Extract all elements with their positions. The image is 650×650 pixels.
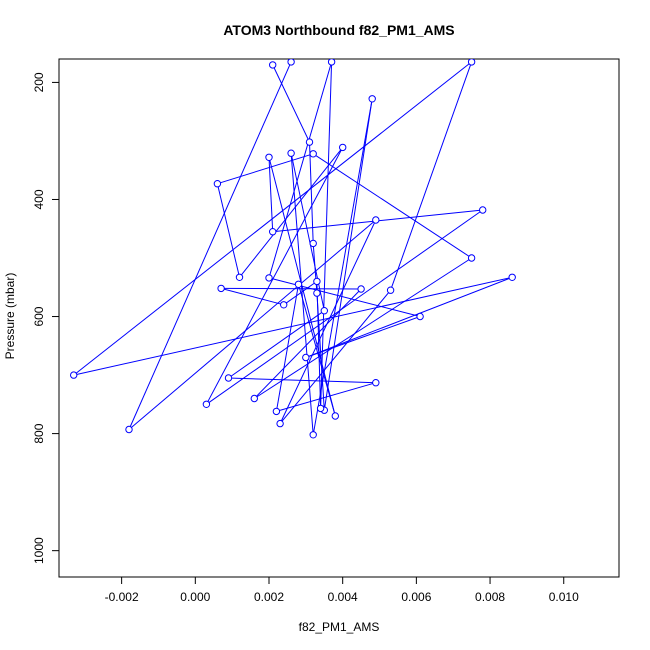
data-point — [235, 273, 244, 281]
data-point — [213, 180, 222, 188]
data-point — [294, 280, 303, 288]
series-line-segment — [272, 64, 310, 143]
data-point — [309, 431, 317, 439]
chart-title: ATOM3 Northbound f82_PM1_AMS — [223, 22, 454, 38]
data-point — [202, 400, 211, 408]
x-tick-label: 0.000 — [180, 590, 210, 604]
data-point — [416, 312, 424, 321]
data-point — [276, 419, 284, 428]
series-line-segment — [312, 153, 472, 259]
y-tick-label: 400 — [32, 189, 46, 209]
series-line-segment — [316, 281, 322, 409]
series-line-segment — [305, 316, 421, 358]
series-line-segment — [206, 209, 483, 405]
data-point — [467, 254, 476, 262]
series-line-segment — [216, 183, 240, 278]
series-line-segment — [279, 289, 391, 424]
data-series — [70, 59, 516, 439]
series-line-segment — [217, 153, 314, 185]
data-point — [313, 277, 321, 286]
data-point — [125, 425, 133, 434]
series-line-segment — [73, 61, 472, 376]
data-point — [309, 150, 317, 158]
data-point — [320, 307, 328, 315]
series-line-segment — [254, 257, 472, 399]
plot-frame — [58, 58, 620, 578]
y-tick-label: 800 — [32, 423, 46, 443]
data-point — [224, 374, 233, 382]
x-tick-label: 0.008 — [475, 590, 505, 604]
x-tick-label: 0.006 — [401, 590, 431, 604]
series-line-segment — [312, 98, 373, 435]
series-line-segment — [268, 277, 421, 317]
x-tick-label: 0.010 — [549, 590, 579, 604]
x-tick-label: 0.004 — [328, 590, 358, 604]
series-line-segment — [205, 147, 344, 405]
series-line-segment — [221, 287, 362, 290]
plot-area — [58, 58, 620, 578]
data-point — [287, 59, 295, 66]
data-point — [372, 216, 380, 224]
data-point — [368, 95, 376, 103]
data-point — [386, 286, 395, 294]
y-tick-label: 1000 — [32, 537, 46, 564]
data-point — [272, 407, 281, 416]
data-point — [313, 289, 321, 297]
series-line-segment — [276, 382, 376, 412]
data-point — [372, 379, 380, 387]
data-point — [327, 59, 336, 66]
series-line-segment — [228, 377, 376, 384]
series-line-segment — [283, 280, 318, 306]
series-line-segment — [268, 61, 333, 279]
series-line-segment — [279, 219, 377, 424]
x-axis: -0.002 0.000 0.002 0.004 0.006 0.008 0.010 — [105, 577, 579, 604]
series-line-segment — [239, 147, 344, 278]
data-point — [217, 284, 225, 293]
series-line-segment — [228, 310, 325, 379]
x-tick-label: 0.002 — [254, 590, 284, 604]
x-axis-label: f82_PM1_AMS — [299, 620, 380, 634]
series-line-segment — [128, 219, 377, 430]
y-tick-label: 600 — [32, 306, 46, 326]
data-point — [250, 394, 259, 403]
data-point — [280, 301, 288, 309]
series-line-segment — [253, 288, 362, 399]
data-point — [305, 138, 314, 146]
y-axis: 200 400 600 800 1000 — [32, 72, 59, 564]
series-line-segment — [220, 287, 284, 306]
data-point — [70, 371, 78, 379]
x-tick-label: -0.002 — [105, 590, 139, 604]
data-point — [287, 149, 295, 157]
data-point — [357, 285, 365, 293]
data-point — [265, 153, 273, 162]
series-line-segment — [305, 276, 513, 358]
data-point — [309, 239, 317, 248]
data-point — [467, 59, 476, 66]
data-point — [265, 274, 273, 282]
series-line-segment — [320, 61, 333, 409]
data-point — [269, 228, 277, 236]
series-line-segment — [73, 276, 513, 376]
data-point — [339, 143, 347, 152]
series-line-segment — [128, 61, 292, 430]
series-line-segment — [323, 98, 373, 411]
data-point — [331, 412, 339, 420]
data-point — [479, 206, 487, 214]
series-line-segment — [309, 142, 314, 244]
series-line-segment — [390, 61, 473, 291]
data-point — [302, 353, 310, 362]
data-point — [269, 61, 277, 69]
y-axis-label: Pressure (mbar) — [3, 273, 17, 360]
y-tick-label: 200 — [32, 72, 46, 92]
data-point — [508, 273, 516, 281]
data-point — [316, 404, 325, 413]
